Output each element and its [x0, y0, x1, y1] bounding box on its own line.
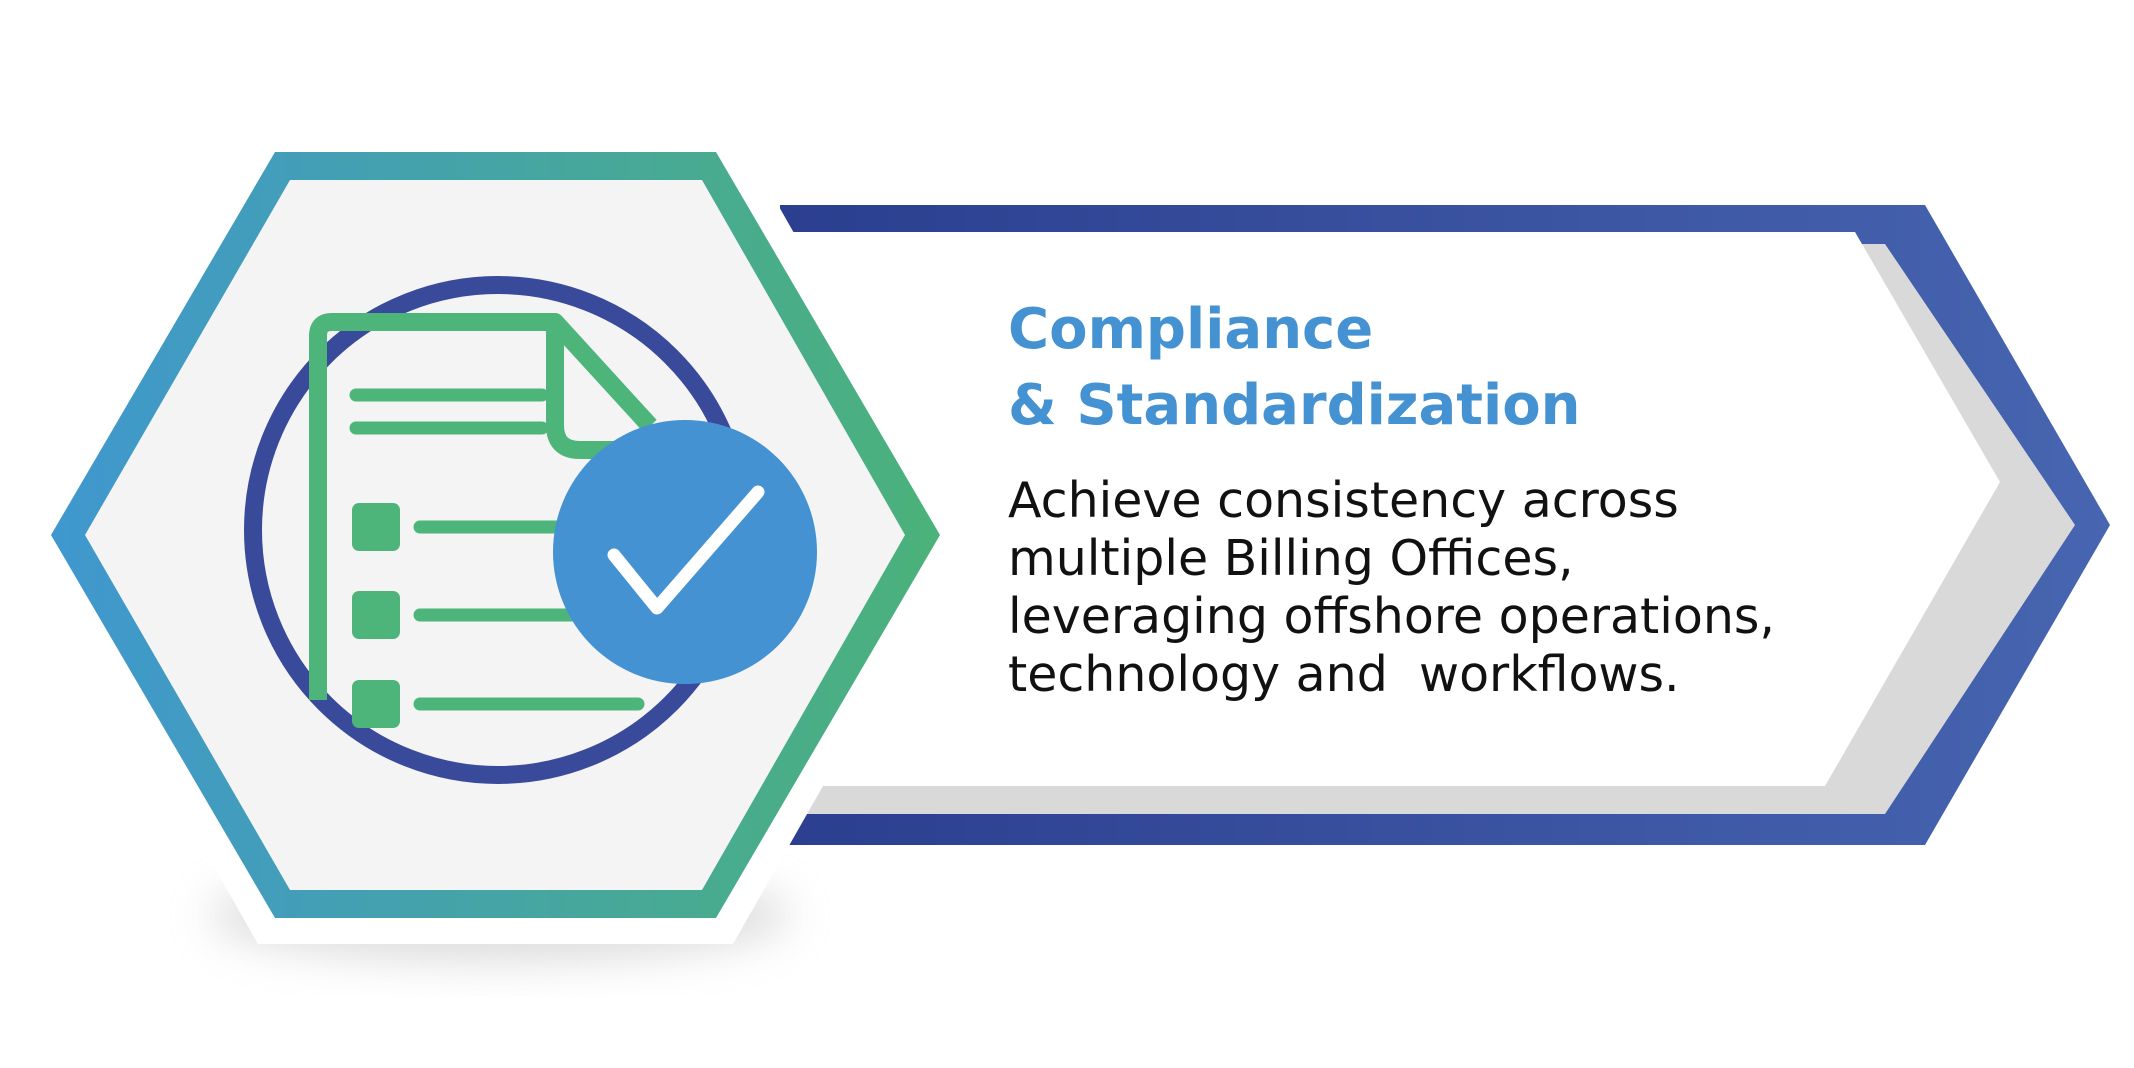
arrow-banner — [780, 205, 2110, 845]
card-description-line: technology and workflows. — [1008, 646, 1680, 703]
arrow-inner-panel — [780, 232, 2000, 786]
card-text: Compliance & Standardization Achieve con… — [1008, 297, 1775, 703]
hexagon-inner-fill — [85, 180, 905, 890]
checklist-document-with-checkmark-icon — [244, 276, 817, 784]
document-folded-corner — [546, 322, 640, 459]
card-description-line: Achieve consistency across — [1008, 472, 1679, 529]
card-title-line-1: Compliance — [1008, 297, 1373, 362]
check-badge — [553, 420, 817, 684]
hexagon-emblem — [25, 126, 966, 960]
checklist-bullet — [352, 503, 400, 551]
checklist-bullet — [352, 680, 400, 728]
card-description-line: leveraging offshore operations, — [1008, 588, 1775, 645]
card-title-line-2: & Standardization — [1008, 373, 1581, 438]
checklist-bullet — [352, 591, 400, 639]
document-outline — [309, 313, 657, 700]
card-description-line: multiple Billing Offices, — [1008, 530, 1574, 587]
checkmark-icon — [607, 485, 765, 615]
